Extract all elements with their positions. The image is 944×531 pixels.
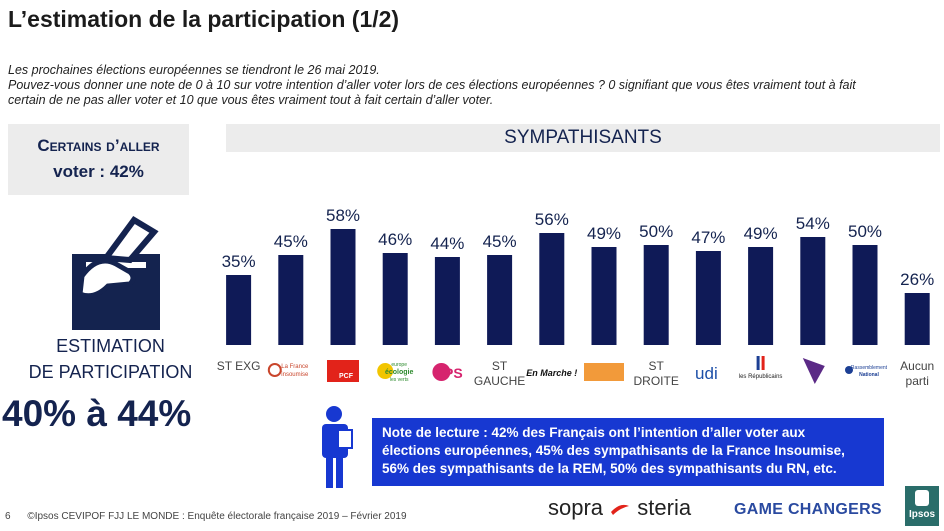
value-label-lfi: 45% xyxy=(274,232,308,251)
person-reading-icon xyxy=(322,406,353,488)
value-label-ps: 44% xyxy=(430,234,464,253)
bar-aucun xyxy=(904,293,930,345)
value-label-st-droite: 50% xyxy=(639,222,673,241)
logo-debout-box xyxy=(584,363,624,381)
estimation-value: 40% à 44% xyxy=(2,393,192,434)
value-label-lr: 49% xyxy=(744,224,778,243)
logo-lfi-phi-icon xyxy=(267,363,282,377)
category-label-aucun-1: parti xyxy=(906,374,929,388)
value-label-debout: 49% xyxy=(587,224,621,243)
estimation-line-1: ESTIMATION xyxy=(56,336,165,356)
value-label-st-gauche: 45% xyxy=(483,232,517,251)
logo-eelv-text-1: europe xyxy=(391,362,407,368)
value-label-pcf: 58% xyxy=(326,206,360,225)
intro-line-3: certain de ne pas aller voter et 10 que … xyxy=(8,93,494,107)
bar-lrem xyxy=(539,233,565,345)
logo-lfi-text: La France xyxy=(281,364,309,370)
logo-ps-rose-icon xyxy=(432,363,451,381)
value-label-rn: 50% xyxy=(848,222,882,241)
question-text: Les prochaines élections européennes se … xyxy=(8,63,938,108)
swoosh-icon xyxy=(611,505,630,516)
value-label-aucun: 26% xyxy=(900,270,934,289)
logo-ps-text: PS xyxy=(444,365,463,381)
bar-rn xyxy=(852,245,878,345)
estimation-label: ESTIMATION DE PARTICIPATION xyxy=(8,333,213,385)
ipsos-logo: Ipsos xyxy=(905,486,939,526)
value-label-st-exg: 35% xyxy=(222,252,256,271)
logo-rn-text-1: Rassemblement xyxy=(851,365,888,371)
bar-debout xyxy=(591,247,617,345)
logo-eelv-text-3: les verts xyxy=(390,377,409,383)
estimation-line-2: DE PARTICIPATION xyxy=(28,362,193,382)
category-label-st-droite-1: DROITE xyxy=(634,374,679,388)
certains-box: Certains d’aller voter : 42% xyxy=(8,124,189,195)
footer-source: 6 ©Ipsos CEVIPOF FJJ LE MONDE : Enquête … xyxy=(5,511,421,522)
intro-line-2: Pouvez-vous donner une note de 0 à 10 su… xyxy=(8,78,856,92)
category-label-st-exg: ST EXG xyxy=(217,359,261,373)
logo-eelv-text-2: écologie xyxy=(385,369,414,376)
bar-lfi xyxy=(278,255,304,345)
note-line-3: 56% des sympathisants de la REM, 50% des… xyxy=(382,461,837,476)
logo-lrem-text: En Marche ! xyxy=(526,368,577,378)
category-label-st-gauche-1: GAUCHE xyxy=(474,374,525,388)
page-title: L’estimation de la participation (1/2) xyxy=(8,6,400,32)
logo-lr-bar-1 xyxy=(756,356,760,370)
logo-lfi-text-2: insoumise xyxy=(281,372,309,378)
certains-line-2: voter : 42% xyxy=(53,162,144,181)
reading-note: Note de lecture : 42% des Français ont l… xyxy=(372,418,884,486)
logo-dlf-icon xyxy=(802,358,825,384)
chart-title-band xyxy=(226,124,940,152)
logo-lr-text: les Républicains xyxy=(739,374,783,380)
sopra-steria-logo: sopra steria xyxy=(548,495,691,521)
bar-udi xyxy=(695,251,721,345)
bar-ps xyxy=(434,257,460,345)
bar-st-droite xyxy=(643,245,669,345)
ipsos-text: Ipsos xyxy=(908,509,936,520)
logo-lr-bar-2 xyxy=(761,356,765,370)
sopra-text: sopra xyxy=(548,495,604,520)
category-label-aucun-0: Aucun xyxy=(900,359,934,373)
bar-st-exg xyxy=(226,275,252,345)
chart-title: SYMPATHISANTS xyxy=(504,127,662,148)
logo-pcf-box xyxy=(327,360,359,382)
value-label-eelv: 46% xyxy=(378,230,412,249)
game-changers-text: GAME CHANGERS xyxy=(734,501,882,518)
value-label-lrem: 56% xyxy=(535,210,569,229)
logo-rn-flame-icon xyxy=(845,366,853,374)
bar-dlf xyxy=(800,237,826,345)
bar-st-gauche xyxy=(487,255,513,345)
logo-udi-text: udi xyxy=(695,364,718,383)
note-line-2: élections européennes, 45% des sympathis… xyxy=(382,443,845,458)
intro-line-1: Les prochaines élections européennes se … xyxy=(8,63,380,77)
value-label-dlf: 54% xyxy=(796,214,830,233)
ipsos-mark-icon xyxy=(915,490,929,506)
source-text: ©Ipsos CEVIPOF FJJ LE MONDE : Enquête él… xyxy=(27,511,407,522)
logo-rn-text-2: National xyxy=(859,372,879,378)
bar-chart: 35% ST EXG 45% La France insoumise 58% PCF 46% e… xyxy=(217,206,935,388)
steria-text: steria xyxy=(637,495,692,520)
certains-line-1: Certains d’aller xyxy=(37,136,160,155)
category-label-st-gauche-0: ST xyxy=(492,359,508,373)
page-number: 6 xyxy=(5,511,11,522)
logo-eelv-sun-icon xyxy=(377,363,394,379)
logo-pcf-text: PCF xyxy=(339,373,354,380)
bar-eelv xyxy=(382,253,408,345)
note-line-1: Note de lecture : 42% des Français ont l… xyxy=(382,425,806,440)
value-label-udi: 47% xyxy=(691,228,725,247)
bar-lr xyxy=(748,247,774,345)
ballot-box-icon xyxy=(72,216,160,330)
category-label-st-droite-0: ST xyxy=(649,359,665,373)
bar-pcf xyxy=(330,229,356,345)
